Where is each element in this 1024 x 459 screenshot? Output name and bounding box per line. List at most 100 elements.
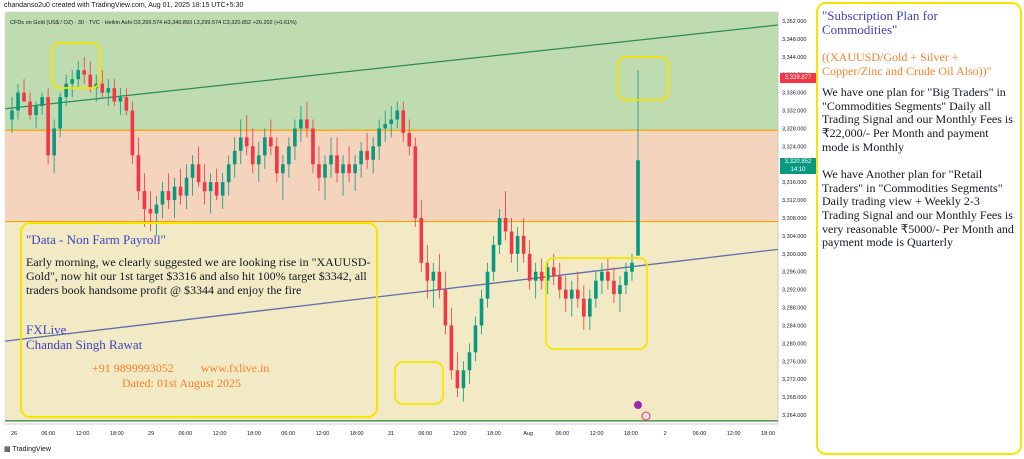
analysis-date: Dated: 01st August 2025 (122, 376, 241, 390)
candle-body (317, 164, 321, 178)
x-tick-label: 18:00 (247, 431, 261, 437)
candle-body (112, 88, 117, 102)
candle-body (22, 92, 26, 102)
candle-body (154, 204, 159, 214)
x-tick-label: 12:00 (76, 431, 90, 437)
x-tick-label: 12:00 (727, 431, 741, 437)
candle-body (437, 271, 442, 290)
candle-body (371, 146, 375, 160)
y-tick-label: 3,348.000 (782, 37, 806, 43)
candle-body (293, 128, 297, 147)
y-tick-label: 3,300.000 (782, 252, 806, 258)
candle-body (377, 128, 381, 147)
candle-body (130, 110, 135, 156)
x-tick-label: 06:00 (418, 431, 432, 437)
brand-name: FXLive (26, 322, 67, 337)
plan-retail-traders: We have Another plan for "Retail Traders… (822, 167, 1014, 250)
candle-body (630, 262, 634, 272)
symbol-label: CFDs on Gold (US$ / OZ) · 30 · TVC · Hei… (10, 20, 297, 26)
channel-line-lower (4, 248, 779, 342)
candle-body (606, 271, 610, 281)
high-price-tag: 3,339.877 (780, 73, 816, 83)
price-zone-1 (5, 130, 778, 222)
x-tick-label: 18:00 (350, 431, 364, 437)
candle-body (467, 352, 472, 371)
x-tick-label: 18:00 (624, 431, 638, 437)
x-tick-label: 29 (148, 431, 154, 437)
y-tick-label: 3,352.000 (782, 19, 806, 25)
y-tick-label: 3,272.000 (782, 377, 806, 383)
candle-body (40, 97, 44, 107)
x-tick-label: 06:00 (41, 431, 55, 437)
candle-body (305, 119, 309, 129)
x-tick-label: 12:00 (453, 431, 467, 437)
candle-body (196, 164, 201, 183)
candle-body (383, 123, 387, 129)
candle-body (202, 182, 207, 192)
candle-body (299, 119, 303, 129)
candle-body (521, 235, 526, 254)
y-tick-label: 3,304.000 (782, 234, 806, 240)
y-tick-label: 3,268.000 (782, 395, 806, 401)
candle-body (624, 271, 628, 286)
candle-body (250, 146, 255, 165)
candle-body (527, 253, 532, 281)
plan-big-traders: We have one plan for "Big Traders" in "C… (822, 85, 1013, 154)
candle-body (10, 110, 14, 120)
candle-body (473, 325, 478, 353)
candle-body (275, 146, 279, 174)
candle-body (515, 235, 520, 254)
candle-body (323, 164, 327, 178)
candle-body (100, 83, 105, 93)
highlight-box-target (617, 56, 669, 101)
subscription-panel: "Subscription Plan for Commodities" ((XA… (816, 2, 1022, 455)
y-tick-label: 3,344.000 (782, 55, 806, 61)
y-tick-label: 3,324.000 (782, 144, 806, 150)
candle-body (184, 177, 189, 196)
y-tick-label: 3,328.000 (782, 126, 806, 132)
candle-body (70, 79, 74, 84)
candle-body (88, 74, 93, 89)
x-tick-label: 26 (11, 431, 17, 437)
y-tick-label: 3,312.000 (782, 198, 806, 204)
brand-block: FXLive Chandan Singh Rawat (26, 322, 142, 352)
candle-body (208, 182, 213, 192)
subscription-subtitle: ((XAUUSD/Gold + Silver + Copper/Zinc and… (822, 50, 992, 78)
candle-body (443, 289, 448, 326)
candle-body (576, 289, 580, 299)
candle-body (359, 150, 363, 165)
y-tick-label: 3,296.000 (782, 270, 806, 276)
candle-body (425, 262, 430, 281)
candle-body (148, 209, 153, 214)
candle-body (557, 276, 562, 290)
x-tick-label: 31 (388, 431, 394, 437)
tv-logo-icon: ▩ (4, 446, 13, 453)
x-tick-label: 18:00 (761, 431, 775, 437)
y-tick-label: 3,316.000 (782, 180, 806, 186)
candle-body (395, 110, 400, 120)
x-tick-label: Aug (523, 431, 533, 437)
x-tick-label: 06:00 (281, 431, 295, 437)
candle-body (594, 280, 598, 299)
candle-body (545, 267, 550, 281)
x-tick-label: 18:00 (110, 431, 124, 437)
candle-body (226, 164, 231, 183)
candle-body (636, 160, 640, 256)
candle-body (539, 271, 544, 281)
chart-credit: chandanso2u0 created with TradingView.co… (4, 2, 244, 9)
candle-body (341, 164, 345, 174)
price-chart[interactable]: CFDs on Gold (US$ / OZ) · 30 · TVC · Hei… (0, 0, 816, 459)
candle-body (551, 267, 556, 277)
candle-body (618, 285, 622, 295)
candle-body (214, 182, 219, 196)
candle-body (281, 164, 285, 174)
candle-body (166, 191, 171, 201)
candle-body (16, 92, 20, 111)
y-tick-label: 3,280.000 (782, 341, 806, 347)
candle-body (455, 370, 460, 389)
candle-body (244, 137, 249, 147)
candle-body (497, 218, 502, 245)
candle-body (58, 97, 62, 129)
candle-body (142, 191, 147, 210)
candle-body (491, 244, 496, 272)
